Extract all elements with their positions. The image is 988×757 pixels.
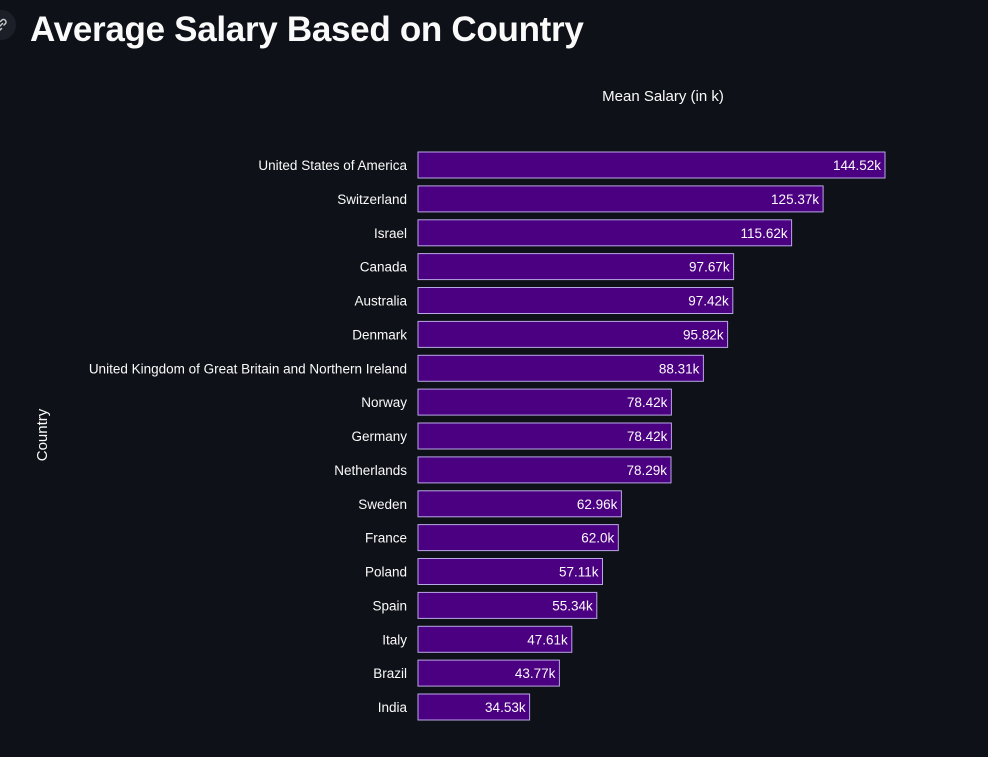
bar-data-label: 115.62k [741, 226, 788, 241]
bar-data-label: 43.77k [515, 666, 556, 681]
bar[interactable] [417, 659, 560, 687]
bar-row: Netherlands 78.29k [334, 456, 672, 484]
bar-row: Norway 78.42k [361, 388, 672, 416]
bar-row: Poland 57.11k [365, 558, 603, 585]
bar-data-label: 78.42k [627, 429, 668, 444]
category-tick-label: Israel [374, 226, 407, 241]
bar[interactable] [417, 354, 704, 382]
bar-row: Switzerland 125.37k [337, 185, 824, 213]
bar-row: Denmark 95.82k [352, 320, 729, 348]
bar-row: Germany 78.42k [351, 422, 672, 450]
bar-data-label: 78.42k [627, 395, 668, 410]
category-tick-label: Spain [372, 598, 407, 613]
category-tick-label: India [378, 700, 408, 715]
category-tick-label: Netherlands [334, 463, 407, 478]
bars-group: United States of America 144.52k Switzerla… [89, 151, 886, 721]
bar-data-label: 62.0k [581, 531, 614, 546]
bar-data-label: 62.96k [577, 497, 618, 512]
bar-data-label: 78.29k [626, 463, 667, 478]
bar-row: Australia 97.42k [354, 287, 734, 314]
bar-row: India 34.53k [378, 693, 531, 721]
bar[interactable] [417, 591, 598, 619]
bar[interactable] [417, 320, 729, 348]
bar-data-label: 88.31k [659, 361, 700, 376]
bar[interactable] [417, 625, 573, 653]
bar[interactable] [417, 524, 619, 552]
bar-data-label: 125.37k [771, 192, 819, 207]
bar-data-label: 144.52k [833, 158, 881, 173]
category-tick-label: Australia [354, 294, 407, 309]
bar-row: United States of America 144.52k [258, 151, 886, 179]
category-tick-label: Brazil [373, 666, 407, 681]
category-tick-label: Switzerland [337, 192, 407, 207]
bar-row: France 62.0k [365, 524, 619, 552]
bar-row: United Kingdom of Great Britain and Nort… [89, 354, 704, 382]
bar[interactable] [417, 388, 672, 416]
bar-row: Spain 55.34k [372, 591, 598, 619]
category-tick-label: Poland [365, 565, 407, 580]
bar[interactable] [417, 456, 672, 484]
category-tick-label: Sweden [358, 497, 407, 512]
bar-data-label: 47.61k [527, 632, 568, 647]
bar[interactable] [417, 558, 603, 585]
bar[interactable] [417, 151, 886, 179]
bar-data-label: 55.34k [552, 598, 593, 613]
bar-row: Canada 97.67k [360, 253, 735, 281]
y-axis-label: Country [34, 408, 51, 461]
category-tick-label: Canada [360, 260, 408, 275]
bar-data-label: 57.11k [559, 565, 599, 580]
bar[interactable] [417, 422, 672, 450]
bar-row: Israel 115.62k [374, 219, 793, 247]
bar-data-label: 97.42k [688, 294, 729, 309]
bar[interactable] [417, 219, 793, 247]
bar-row: Sweden 62.96k [358, 490, 622, 518]
x-axis-label: Mean Salary (in k) [602, 88, 724, 105]
bar[interactable] [417, 253, 735, 281]
bar-row: Brazil 43.77k [373, 659, 560, 687]
category-tick-label: France [365, 531, 407, 546]
bar[interactable] [417, 693, 531, 721]
category-tick-label: Germany [351, 429, 407, 444]
bar-row: Italy 47.61k [382, 625, 573, 653]
category-tick-label: Denmark [352, 327, 407, 342]
page-title: Average Salary Based on Country [30, 10, 584, 49]
bar[interactable] [417, 490, 622, 518]
bar-data-label: 95.82k [683, 327, 724, 342]
category-tick-label: Norway [361, 395, 407, 410]
category-tick-label: United Kingdom of Great Britain and Nort… [89, 361, 407, 376]
bar[interactable] [417, 287, 734, 314]
category-tick-label: United States of America [258, 158, 407, 173]
bar-data-label: 34.53k [485, 700, 526, 715]
link-icon[interactable] [0, 10, 16, 40]
bar[interactable] [417, 185, 824, 213]
category-tick-label: Italy [382, 632, 407, 647]
bar-data-label: 97.67k [689, 260, 730, 275]
